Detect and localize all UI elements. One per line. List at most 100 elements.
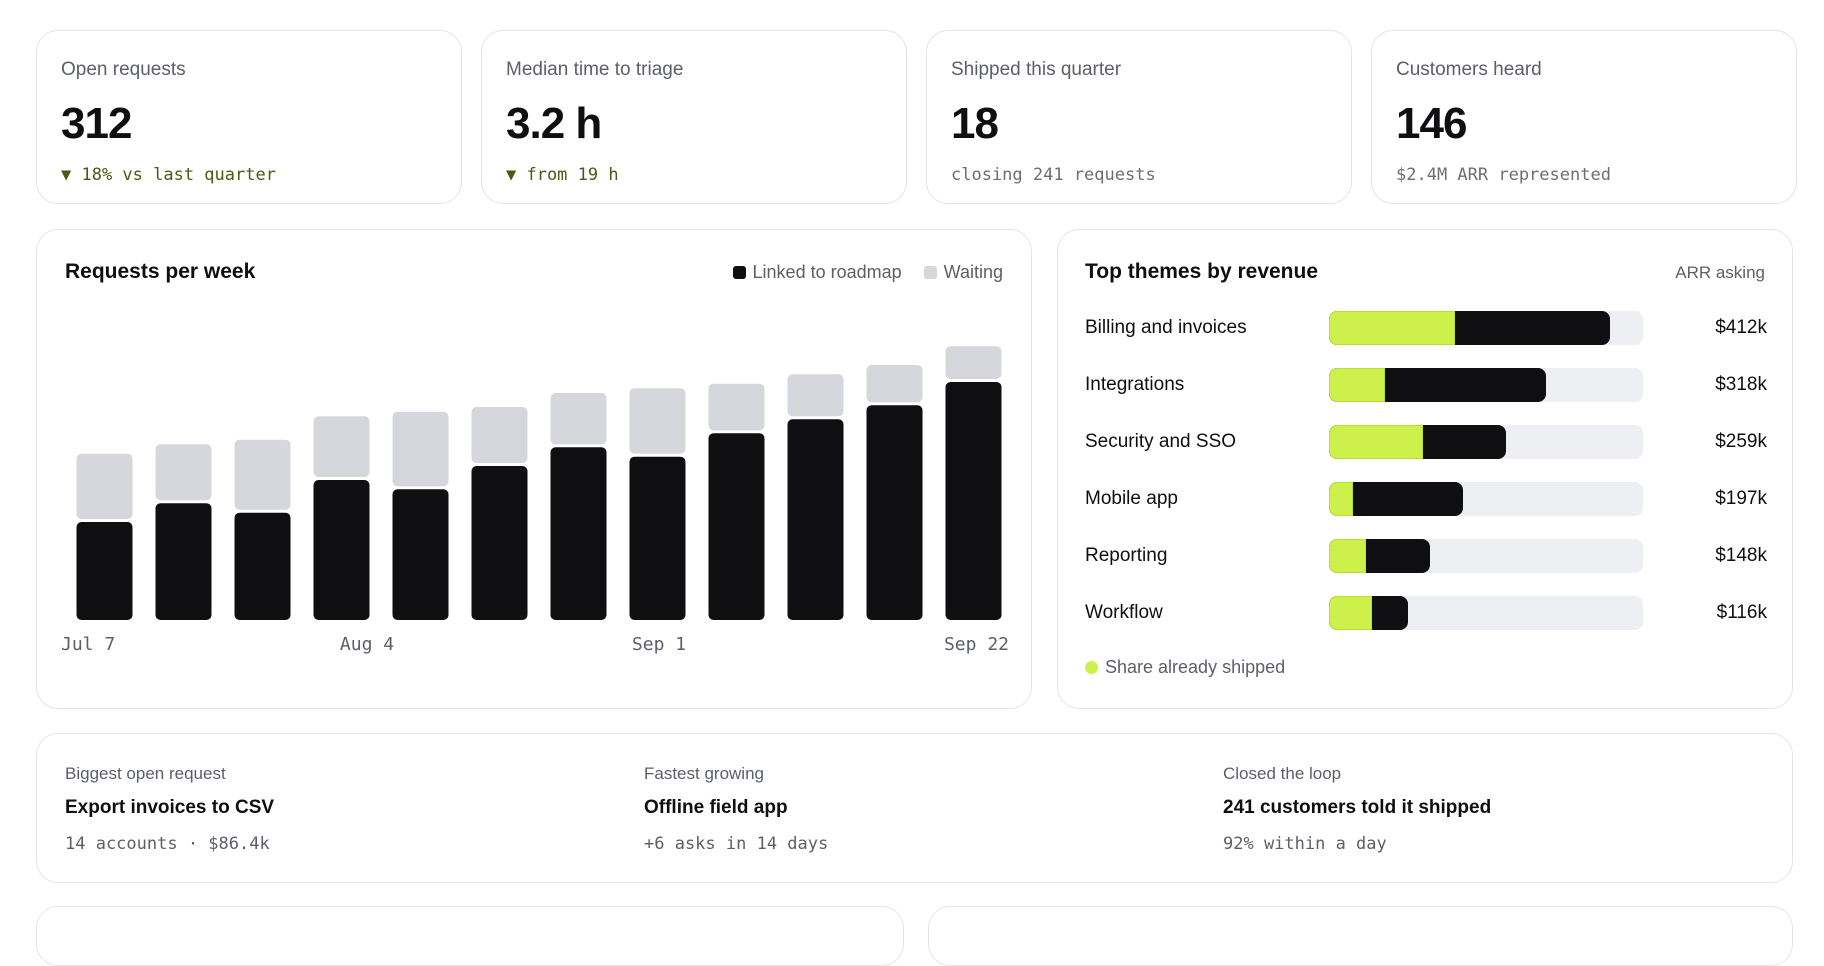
kpi-subtext: closing 241 requests	[951, 165, 1156, 185]
theme-bar-shipped	[1329, 596, 1372, 630]
theme-row[interactable]: Security and SSO $259k	[1085, 425, 1767, 459]
bar-waiting[interactable]	[708, 383, 765, 431]
bar-waiting[interactable]	[234, 439, 291, 510]
themes-title: Top themes by revenue	[1085, 260, 1319, 283]
bar-linked[interactable]	[234, 512, 291, 620]
legend-label: Share already shipped	[1105, 657, 1286, 677]
bar-linked[interactable]	[787, 419, 844, 620]
highlight-title[interactable]: 241 customers told it shipped	[1223, 797, 1492, 818]
bar-waiting[interactable]	[76, 453, 133, 519]
bar-linked[interactable]	[550, 447, 607, 620]
theme-value: $116k	[1716, 602, 1767, 623]
bar-waiting[interactable]	[866, 365, 923, 403]
kpi-trend: ▼ 18% vs last quarter	[61, 165, 276, 185]
legend-label: Linked to roadmap	[752, 262, 902, 282]
legend-swatch	[732, 266, 746, 279]
themes-legend: Share already shipped	[1085, 657, 1285, 678]
chart-title: Requests per week	[65, 260, 256, 283]
bar-waiting[interactable]	[787, 374, 844, 417]
theme-name: Security and SSO	[1085, 431, 1237, 452]
highlight-subtext: +6 asks in 14 days	[644, 834, 829, 854]
x-tick-label: Aug 4	[340, 634, 394, 655]
theme-value: $412k	[1715, 317, 1767, 338]
highlight-label: Closed the loop	[1223, 764, 1342, 783]
bottom-card-right	[928, 906, 1793, 966]
theme-name: Integrations	[1085, 374, 1185, 395]
bar-waiting[interactable]	[392, 411, 449, 487]
theme-row[interactable]: Workflow $116k	[1085, 596, 1767, 630]
theme-bar-shipped	[1329, 539, 1366, 573]
highlight-closed-loop: Closed the loop 241 customers told it sh…	[1223, 764, 1491, 854]
theme-bar-shipped	[1329, 482, 1353, 516]
bar-linked[interactable]	[155, 503, 212, 620]
theme-value: $148k	[1715, 545, 1767, 566]
bar-waiting[interactable]	[471, 407, 528, 463]
theme-bar-shipped	[1329, 311, 1455, 345]
bar-waiting[interactable]	[629, 388, 686, 454]
bar-linked[interactable]	[945, 382, 1002, 620]
highlight-fastest-growing: Fastest growing Offline field app +6 ask…	[644, 764, 828, 854]
kpi-subtext: $2.4M ARR represented	[1396, 165, 1611, 185]
kpi-card-triage-time: Median time to triage 3.2 h ▼ from 19 h	[481, 30, 907, 204]
kpi-value: 146	[1396, 99, 1467, 148]
theme-bar-track	[1329, 311, 1643, 345]
theme-bar-track	[1329, 596, 1643, 630]
requests-chart-card: Requests per week Linked to roadmap Wait…	[36, 229, 1032, 709]
kpi-value: 18	[951, 99, 999, 148]
theme-bar-track	[1329, 539, 1643, 573]
legend-item-waiting: Waiting	[923, 262, 1003, 283]
theme-row[interactable]: Integrations $318k	[1085, 368, 1767, 402]
theme-row[interactable]: Reporting $148k	[1085, 539, 1767, 573]
theme-bar-track	[1329, 482, 1643, 516]
bar-linked[interactable]	[629, 456, 686, 620]
bar-waiting[interactable]	[313, 416, 370, 477]
kpi-label: Shipped this quarter	[951, 59, 1122, 80]
bar-linked[interactable]	[471, 466, 528, 620]
kpi-trend: ▼ from 19 h	[506, 165, 619, 185]
kpi-card-open-requests: Open requests 312 ▼ 18% vs last quarter	[36, 30, 462, 204]
theme-name: Reporting	[1085, 545, 1168, 566]
kpi-label: Median time to triage	[506, 59, 684, 80]
theme-name: Workflow	[1085, 602, 1163, 623]
themes-column-label: ARR asking	[1675, 263, 1765, 282]
legend-item-shipped: Share already shipped	[1085, 657, 1285, 678]
kpi-value: 312	[61, 99, 132, 148]
kpi-label: Customers heard	[1396, 59, 1542, 80]
legend-label: Waiting	[943, 262, 1003, 282]
highlight-subtext: 92% within a day	[1223, 834, 1387, 854]
themes-card: Top themes by revenue ARR asking Billing…	[1057, 229, 1793, 709]
chart-legend: Linked to roadmap Waiting	[732, 262, 1003, 283]
highlight-title[interactable]: Export invoices to CSV	[65, 797, 275, 818]
bar-waiting[interactable]	[550, 393, 607, 445]
kpi-value: 3.2 h	[506, 99, 602, 148]
legend-item-linked: Linked to roadmap	[732, 262, 902, 283]
kpi-label: Open requests	[61, 59, 186, 80]
theme-bar-shipped	[1329, 368, 1385, 402]
x-tick-label: Sep 1	[632, 634, 686, 655]
highlight-label: Fastest growing	[644, 764, 764, 783]
bar-waiting[interactable]	[155, 444, 212, 501]
highlight-label: Biggest open request	[65, 764, 226, 783]
theme-row[interactable]: Billing and invoices $412k	[1085, 311, 1767, 345]
kpi-card-shipped: Shipped this quarter 18 closing 241 requ…	[926, 30, 1352, 204]
theme-value: $197k	[1715, 488, 1767, 509]
theme-bar-track	[1329, 425, 1643, 459]
bar-linked[interactable]	[866, 405, 923, 620]
highlights-card: Biggest open request Export invoices to …	[36, 733, 1793, 883]
bar-linked[interactable]	[392, 489, 449, 620]
theme-bar-shipped	[1329, 425, 1423, 459]
highlight-subtext: 14 accounts · $86.4k	[65, 834, 270, 854]
highlight-title[interactable]: Offline field app	[644, 797, 788, 818]
theme-value: $318k	[1715, 374, 1767, 395]
theme-row[interactable]: Mobile app $197k	[1085, 482, 1767, 516]
theme-name: Billing and invoices	[1085, 317, 1247, 338]
bar-linked[interactable]	[76, 522, 133, 620]
legend-swatch	[923, 266, 937, 279]
bar-waiting[interactable]	[945, 346, 1002, 379]
theme-value: $259k	[1715, 431, 1767, 452]
x-tick-label: Jul 7	[61, 634, 115, 655]
requests-bar-chart: Jul 7 Aug 4 Sep 1 Sep 22	[61, 346, 1009, 655]
bar-linked[interactable]	[708, 433, 765, 620]
legend-swatch	[1085, 661, 1098, 674]
bar-linked[interactable]	[313, 480, 370, 620]
